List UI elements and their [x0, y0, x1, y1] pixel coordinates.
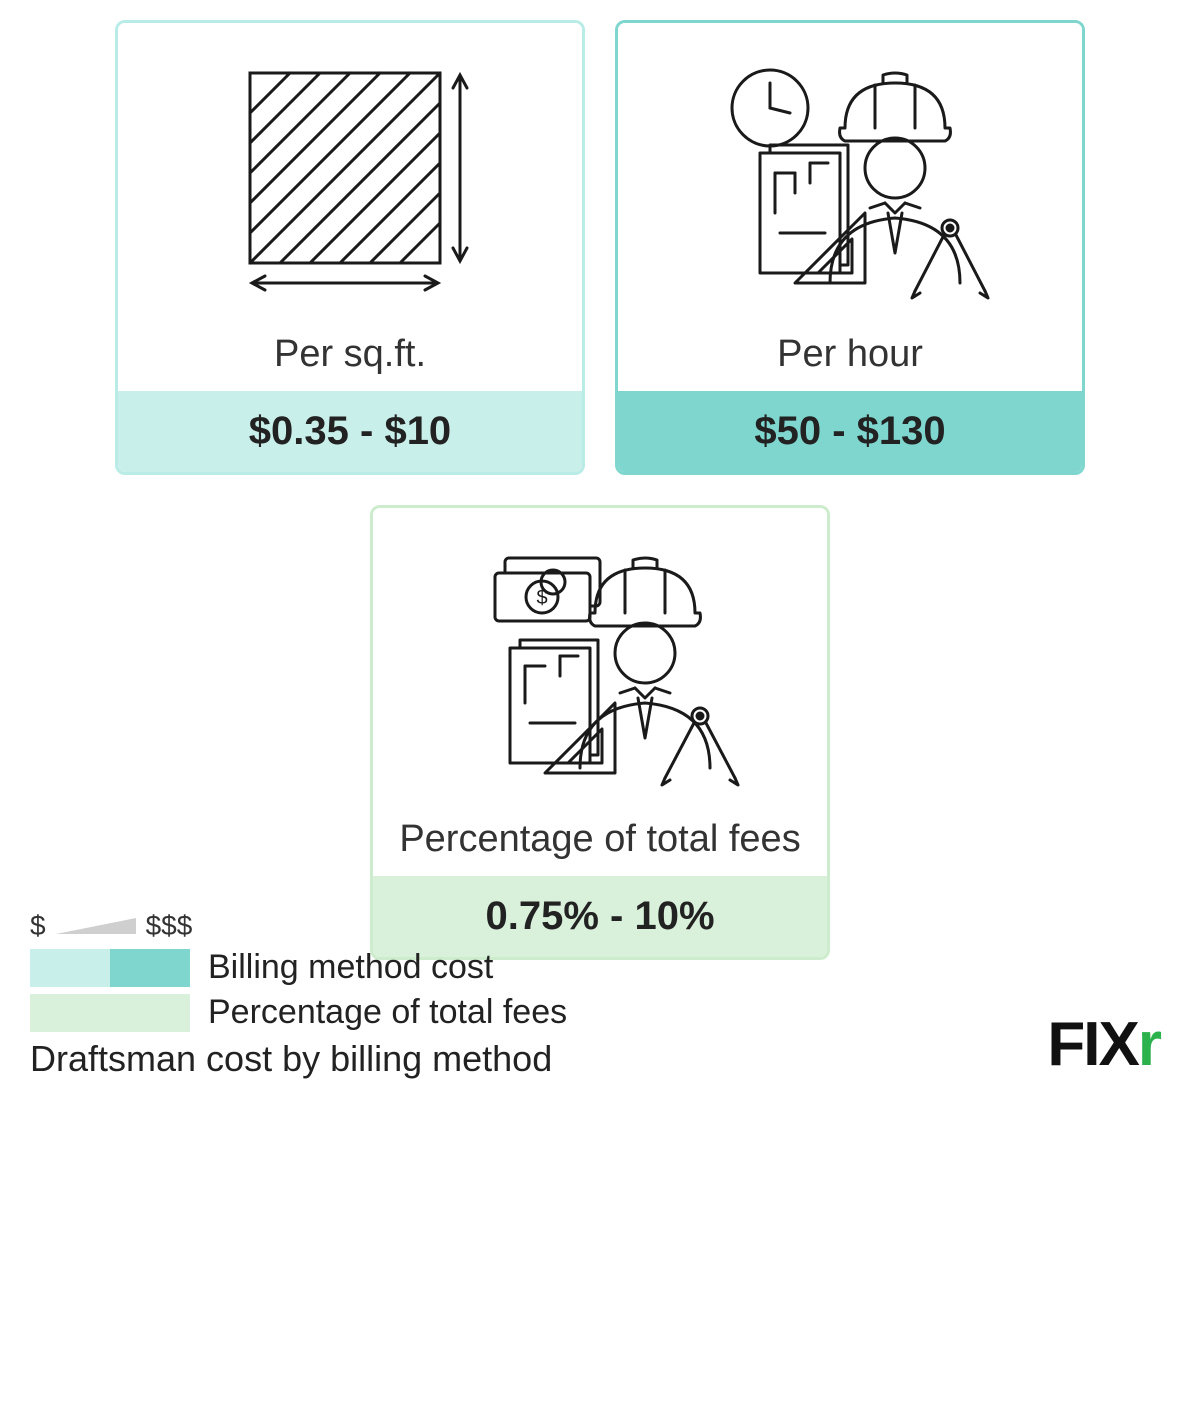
logo-accent: r — [1138, 1009, 1160, 1080]
legend-title: Draftsman cost by billing method — [30, 1038, 567, 1080]
card-label: Percentage of total fees — [399, 818, 800, 861]
legend-scale: $ $$$ — [30, 910, 567, 942]
card-per-sqft: Per sq.ft. $0.35 - $10 — [115, 20, 585, 475]
legend-swatch — [30, 994, 190, 1032]
card-value: $0.35 - $10 — [118, 391, 582, 472]
legend-row-billing: Billing method cost — [30, 948, 567, 987]
legend-label: Percentage of total fees — [208, 993, 567, 1032]
card-percentage: $ — [370, 505, 830, 960]
square-area-icon — [220, 53, 480, 313]
scale-wedge-icon — [56, 916, 136, 936]
draftsman-clock-icon — [700, 53, 1000, 313]
fixr-logo: FIXr — [1047, 1009, 1160, 1080]
legend-row-percentage: Percentage of total fees — [30, 993, 567, 1032]
card-icon-area: Per hour — [618, 23, 1082, 391]
logo-text: FIX — [1047, 1009, 1137, 1080]
legend-label: Billing method cost — [208, 948, 493, 987]
legend: $ $$$ Billing method cost Percentage of … — [20, 910, 567, 1080]
legend-scale-high: $$$ — [146, 910, 193, 942]
card-icon-area: $ — [373, 508, 827, 876]
card-per-hour: Per hour $50 - $130 — [615, 20, 1085, 475]
legend-scale-low: $ — [30, 910, 46, 942]
card-label: Per hour — [777, 333, 923, 376]
legend-swatch — [30, 949, 190, 987]
card-label: Per sq.ft. — [274, 333, 426, 376]
card-icon-area: Per sq.ft. — [118, 23, 582, 391]
cards-row-1: Per sq.ft. $0.35 - $10 — [20, 20, 1180, 475]
draftsman-money-icon: $ — [450, 538, 750, 798]
card-value: $50 - $130 — [618, 391, 1082, 472]
